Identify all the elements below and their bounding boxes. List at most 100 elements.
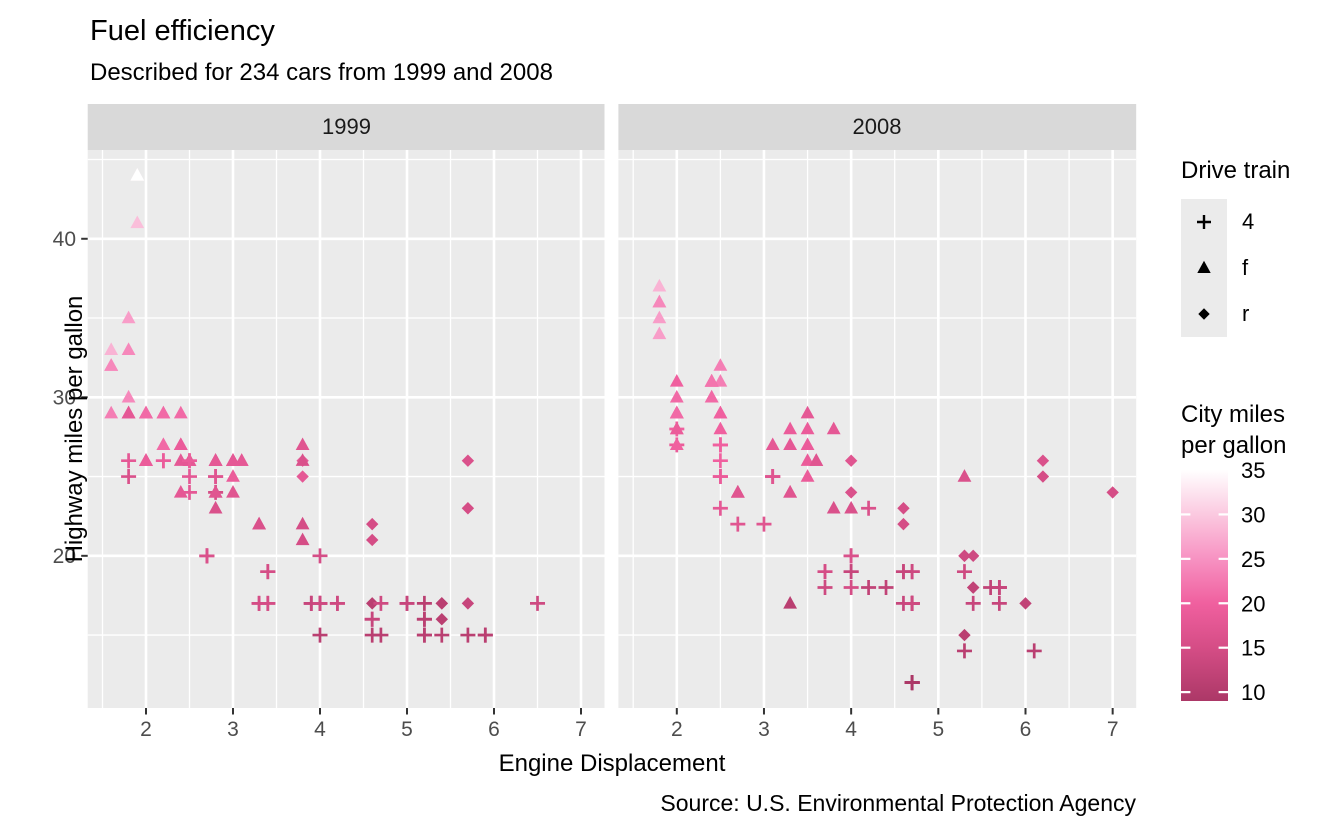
x-tick-label: 4 — [314, 718, 326, 741]
point-plus — [416, 611, 432, 627]
point-triangle — [783, 485, 798, 498]
legend-plus-icon — [1197, 215, 1211, 229]
point-triangle — [139, 453, 153, 466]
point-plus — [530, 595, 546, 611]
point-plus — [712, 469, 728, 485]
facet-strip-bg — [87, 104, 605, 150]
point-plus — [373, 627, 389, 643]
point-triangle — [844, 500, 859, 514]
point-plus — [878, 580, 894, 596]
point-plus — [312, 627, 328, 643]
point-diamond — [958, 549, 971, 563]
page-subtitle: Described for 234 cars from 1999 and 200… — [90, 59, 553, 86]
point-plus — [181, 453, 197, 469]
point-triangle — [669, 421, 684, 435]
point-plus — [712, 500, 728, 516]
point-triangle — [139, 405, 153, 419]
point-triangle — [704, 374, 719, 387]
point-triangle — [800, 437, 815, 451]
point-plus — [260, 595, 276, 611]
legend-label-r: r — [1242, 301, 1249, 326]
legend-diamond-icon — [1198, 308, 1210, 320]
point-triangle — [173, 453, 188, 466]
point-plus — [181, 469, 197, 485]
point-triangle — [104, 405, 119, 419]
point-plus — [155, 453, 171, 469]
point-plus — [712, 453, 728, 469]
point-triangle — [173, 437, 188, 451]
point-triangle — [295, 532, 310, 546]
point-diamond — [966, 581, 980, 594]
legend-label-4: 4 — [1242, 209, 1254, 234]
point-triangle — [783, 595, 798, 609]
point-plus — [956, 643, 972, 659]
point-triangle — [295, 516, 310, 530]
points-2008 — [652, 278, 1119, 691]
point-triangle — [208, 453, 223, 466]
facet-strip-bg — [618, 104, 1137, 150]
point-triangle — [652, 294, 667, 308]
point-plus — [399, 595, 415, 611]
point-triangle — [121, 310, 136, 324]
point-triangle — [104, 342, 119, 355]
drive-train-legend-title: Drive train — [1181, 157, 1291, 184]
point-triangle — [826, 500, 841, 514]
point-triangle — [208, 485, 223, 498]
point-triangle — [713, 405, 728, 419]
point-plus — [817, 580, 833, 596]
point-triangle — [713, 421, 728, 435]
panel-bg — [87, 150, 605, 708]
point-triangle — [234, 453, 249, 466]
point-triangle — [800, 453, 815, 466]
point-triangle — [800, 469, 815, 482]
colorbar-tick-label: 10 — [1241, 680, 1265, 705]
point-triangle — [713, 374, 728, 387]
point-plus — [312, 548, 328, 564]
point-triangle — [669, 437, 684, 451]
x-tick-label: 7 — [1107, 718, 1119, 741]
point-plus — [312, 595, 328, 611]
point-diamond — [296, 470, 309, 483]
point-triangle — [652, 278, 667, 292]
point-plus — [817, 564, 833, 580]
point-triangle — [713, 358, 728, 371]
point-plus — [477, 627, 493, 643]
point-plus — [260, 564, 276, 580]
point-triangle — [156, 437, 171, 451]
colorbar — [1181, 470, 1228, 701]
facet-strip-2008: 2008 — [852, 114, 902, 140]
point-triangle — [826, 421, 841, 435]
point-plus — [861, 580, 877, 596]
point-plus — [843, 564, 859, 580]
colorbar-title-line2: per gallon — [1181, 432, 1287, 459]
point-triangle — [208, 500, 223, 514]
point-plus — [434, 627, 450, 643]
point-diamond — [1036, 470, 1050, 483]
point-triangle — [783, 437, 798, 451]
point-plus — [460, 627, 476, 643]
point-triangle — [104, 358, 119, 371]
point-triangle — [652, 310, 667, 324]
point-plus — [712, 437, 728, 453]
point-diamond — [435, 597, 449, 610]
y-tick-label: 40 — [53, 228, 76, 251]
point-plus — [991, 580, 1007, 596]
panel-1999: 2 3 4 5 6 7 — [87, 150, 605, 741]
legend-label-f: f — [1242, 255, 1249, 280]
x-tick-label: 5 — [932, 718, 944, 741]
point-triangle — [252, 516, 266, 530]
legend-triangle-icon — [1197, 260, 1211, 273]
point-triangle — [121, 389, 136, 403]
x-tick-label: 7 — [575, 718, 587, 741]
facet-strip-1999: 1999 — [322, 114, 371, 140]
point-plus — [121, 453, 137, 469]
point-plus — [843, 580, 859, 596]
point-diamond — [461, 454, 475, 467]
point-triangle — [800, 421, 815, 435]
point-triangle — [226, 485, 240, 498]
point-diamond — [461, 597, 475, 610]
point-plus — [181, 484, 197, 500]
point-plus — [329, 595, 345, 611]
